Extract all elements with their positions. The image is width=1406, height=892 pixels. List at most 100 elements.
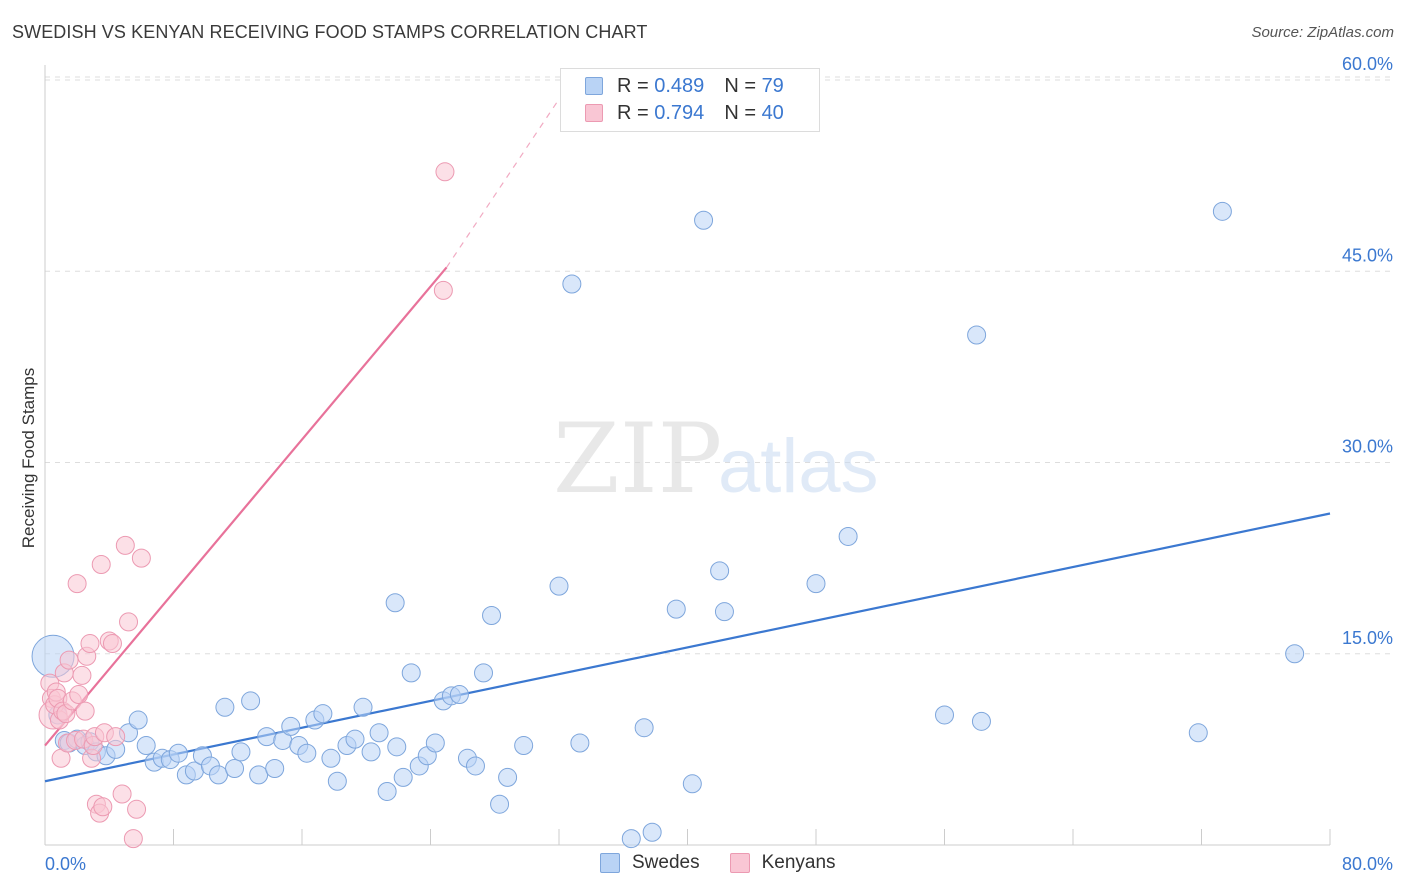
legend-n-label: N =: [724, 101, 756, 124]
point-swedes: [225, 759, 245, 778]
point-kenyans: [102, 634, 122, 654]
point-kenyans: [93, 797, 113, 817]
point-kenyans: [69, 685, 89, 705]
legend-box: R = 0.489 N = 79 R = 0.794 N = 40: [560, 68, 820, 132]
legend-r-label: R =: [617, 101, 649, 124]
point-swedes: [465, 756, 485, 776]
point-swedes: [231, 742, 251, 762]
point-swedes: [297, 743, 317, 763]
watermark-atlas: atlas: [718, 424, 879, 509]
legend-item-swedes[interactable]: Swedes: [600, 852, 700, 874]
point-swedes: [549, 576, 569, 596]
watermark-zip: ZIP: [553, 403, 722, 515]
legend-n-label: N =: [724, 74, 756, 97]
point-swedes: [562, 274, 582, 294]
point-swedes: [666, 599, 686, 619]
point-swedes: [241, 691, 261, 711]
point-swedes: [387, 737, 407, 757]
point-swedes: [967, 325, 987, 345]
point-swedes: [369, 723, 389, 743]
point-swedes: [642, 822, 662, 842]
legend-swatch-swedes: [600, 853, 620, 873]
point-swedes: [208, 765, 228, 785]
point-kenyans: [115, 535, 135, 555]
point-kenyans: [75, 701, 95, 721]
point-swedes: [425, 733, 445, 753]
trendline-kenyans: [44, 266, 448, 747]
point-swedes: [265, 759, 285, 778]
tick-labels: 15.0% 30.0% 45.0% 60.0% 0.0% 80.0%: [45, 54, 1393, 874]
point-swedes: [168, 743, 188, 763]
point-kenyans: [123, 829, 143, 849]
point-swedes: [474, 663, 494, 683]
y-tick-label: 60.0%: [1342, 54, 1393, 74]
point-kenyans: [91, 555, 111, 574]
x-tick-label: 0.0%: [45, 854, 86, 874]
point-swedes: [634, 718, 654, 738]
point-swedes: [327, 771, 347, 791]
point-kenyans: [131, 548, 151, 568]
legend-n-value: 79: [761, 74, 784, 97]
legend-r-label: R =: [617, 74, 649, 97]
y-tick-label: 15.0%: [1342, 628, 1393, 648]
point-swedes: [806, 574, 826, 594]
trendline-kenyans-extension: [446, 98, 560, 268]
y-tick-label: 30.0%: [1342, 437, 1393, 457]
legend-n-value: 40: [761, 101, 784, 124]
legend-swatch-pink: [585, 104, 603, 122]
watermark: ZIP atlas: [553, 403, 879, 515]
x-tick-label: 80.0%: [1342, 854, 1393, 874]
point-swedes: [345, 729, 365, 749]
point-kenyans: [67, 574, 87, 594]
point-swedes: [377, 781, 397, 801]
point-swedes: [490, 794, 510, 814]
point-swedes: [313, 704, 333, 724]
point-swedes: [498, 767, 518, 787]
point-swedes: [281, 716, 301, 736]
legend-item-kenyans[interactable]: Kenyans: [729, 852, 836, 874]
point-kenyans: [435, 162, 455, 182]
point-swedes: [393, 767, 413, 787]
point-swedes: [385, 593, 405, 613]
point-swedes: [353, 697, 373, 717]
point-swedes: [710, 561, 730, 581]
data-points: [31, 162, 1305, 849]
y-axis-label: Receiving Food Stamps: [19, 368, 38, 548]
point-swedes: [257, 727, 277, 747]
point-swedes: [682, 774, 702, 794]
point-swedes: [361, 742, 381, 762]
point-swedes: [694, 210, 714, 230]
point-swedes: [1188, 723, 1208, 743]
trendline-swedes: [44, 512, 1331, 783]
point-swedes: [714, 602, 734, 622]
point-swedes: [514, 736, 534, 756]
legend-swatch-kenyans: [729, 853, 750, 873]
source-label: Source: ZipAtlas.com: [1251, 24, 1394, 41]
point-swedes: [971, 711, 991, 731]
point-swedes: [128, 710, 148, 730]
legend-r-value: 0.794: [654, 101, 705, 124]
point-kenyans: [106, 727, 126, 747]
point-swedes: [935, 705, 954, 725]
legend-swatch-blue: [585, 77, 603, 95]
point-swedes: [449, 685, 469, 705]
point-swedes: [401, 663, 421, 683]
point-kenyans: [433, 280, 453, 300]
point-kenyans: [112, 784, 132, 804]
point-swedes: [136, 736, 156, 756]
point-swedes: [482, 606, 502, 625]
chart-title: SWEDISH VS KENYAN RECEIVING FOOD STAMPS …: [12, 22, 648, 42]
point-kenyans: [72, 665, 92, 685]
point-swedes: [621, 829, 641, 849]
bottom-legend: Swedes Kenyans: [600, 852, 866, 874]
legend-row-swedes: R = 0.489 N = 79: [585, 74, 784, 98]
point-swedes: [215, 697, 235, 717]
point-swedes: [1212, 201, 1232, 221]
legend-label-kenyans: Kenyans: [761, 852, 836, 873]
legend-label-swedes: Swedes: [632, 852, 700, 873]
point-kenyans: [119, 612, 139, 632]
y-tick-label: 45.0%: [1342, 245, 1393, 265]
point-swedes: [570, 733, 590, 753]
legend-r-value: 0.489: [654, 74, 705, 97]
